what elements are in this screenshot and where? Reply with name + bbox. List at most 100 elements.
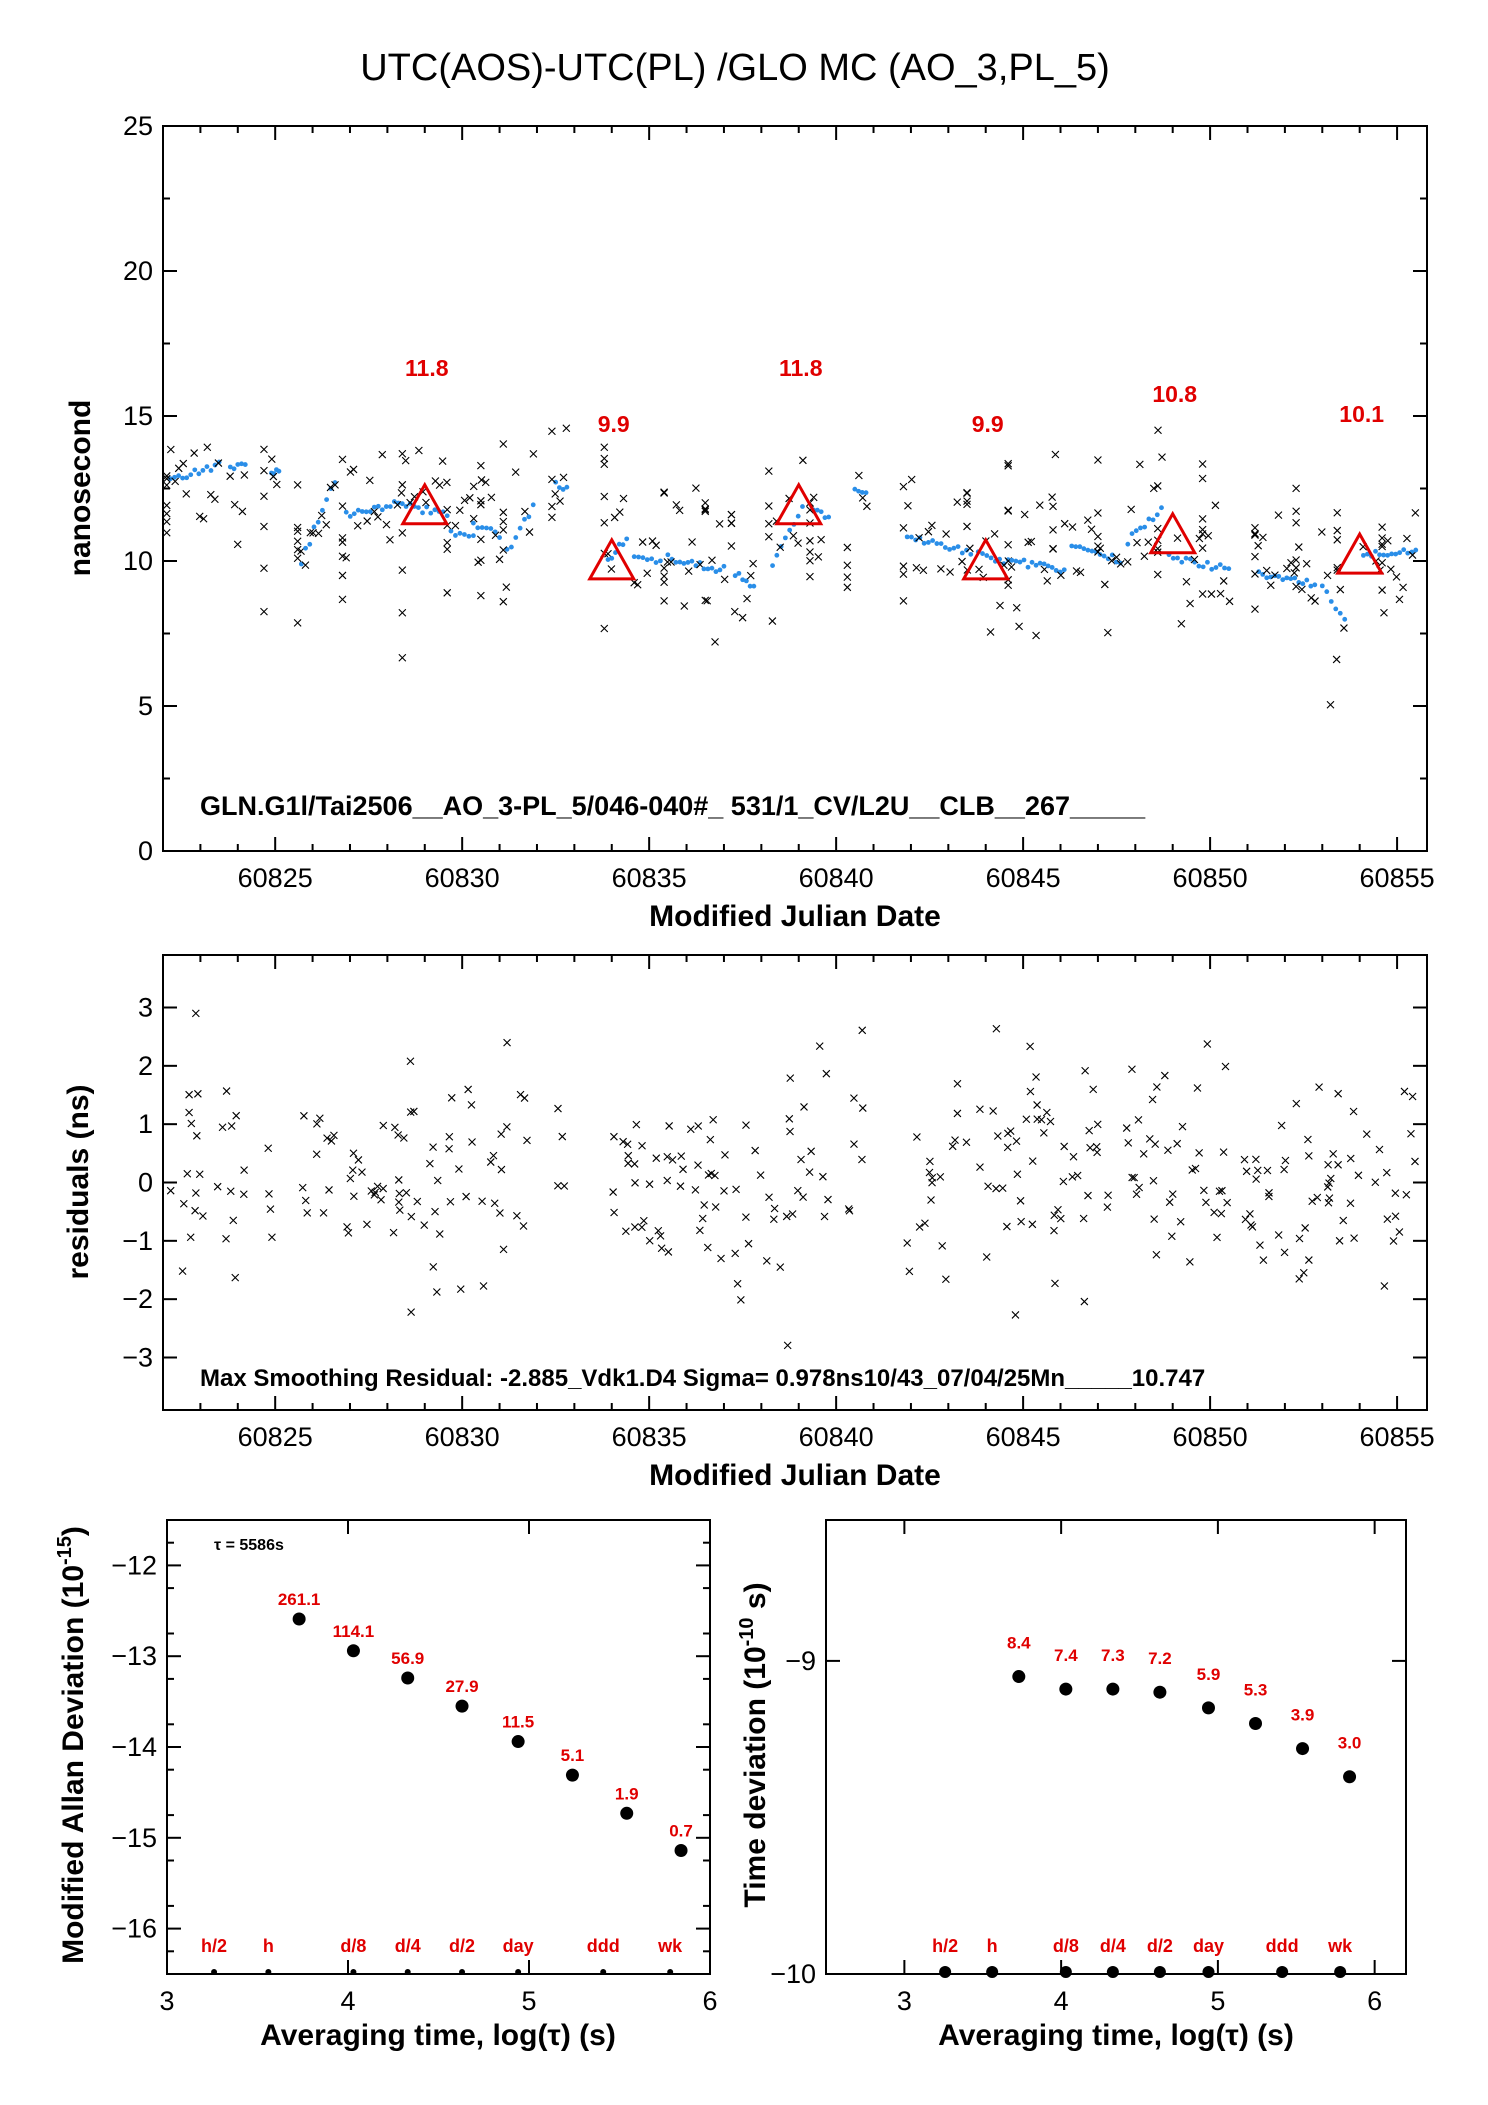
residual-point	[389, 1228, 398, 1237]
raw-point	[1378, 558, 1387, 567]
smoothed-point	[942, 545, 948, 550]
raw-point	[1317, 528, 1326, 536]
raw-point	[1076, 568, 1085, 577]
residual-point	[1042, 1108, 1051, 1117]
raw-point	[799, 456, 807, 465]
smoothed-point	[1205, 559, 1210, 565]
raw-point	[1290, 568, 1299, 577]
smoothed-point	[208, 468, 214, 473]
raw-point	[293, 618, 302, 627]
mdev-axis-ticks: −16 −15 −14 −13 −12 3 4 5 6	[111, 1520, 718, 2016]
smoothed-point	[1389, 551, 1395, 557]
residual-point	[523, 1136, 531, 1145]
raw-point	[1094, 548, 1102, 556]
raw-point	[443, 538, 452, 547]
residual-point	[610, 1208, 618, 1217]
smoothed-point	[1021, 557, 1027, 563]
raw-point	[1292, 507, 1300, 516]
raw-point	[915, 533, 923, 542]
deviation-label: 5.3	[1244, 1681, 1268, 1700]
raw-point	[1153, 570, 1162, 579]
tdev-y-axis-label-tail: s)	[739, 1582, 772, 1617]
raw-point	[442, 478, 451, 487]
raw-point	[1198, 474, 1207, 483]
daily-mean-triangle	[1335, 531, 1385, 575]
residual-point	[663, 1152, 672, 1161]
smoothed-point	[530, 502, 536, 508]
smoothed-point	[1373, 548, 1378, 554]
raw-point	[386, 535, 394, 544]
residual-point	[1149, 1176, 1158, 1185]
raw-point	[600, 624, 609, 633]
residual-point	[711, 1171, 719, 1180]
residual-point	[468, 1138, 476, 1146]
residual-point	[744, 1239, 753, 1248]
raw-point	[1127, 505, 1136, 514]
tau-marker-label: day	[503, 1936, 534, 1956]
raw-point	[476, 535, 485, 544]
daily-mean-label: 11.8	[779, 355, 823, 381]
residual-point	[1382, 1168, 1391, 1177]
residual-point	[1223, 1198, 1232, 1207]
smoothed-point	[740, 577, 746, 583]
residual-point	[1199, 1186, 1208, 1195]
residual-point	[344, 1228, 353, 1237]
raw-point	[660, 597, 669, 605]
raw-point	[1144, 538, 1153, 547]
smoothed-point	[904, 534, 910, 540]
residual-point	[1213, 1233, 1221, 1242]
smoothed-point	[320, 507, 325, 513]
smoothed-point	[673, 559, 679, 565]
daily-mean-triangle	[1148, 510, 1198, 555]
raw-point	[1032, 631, 1040, 640]
raw-point	[965, 544, 974, 553]
raw-point	[1049, 502, 1057, 511]
raw-point	[398, 449, 407, 458]
residual-point	[822, 1069, 831, 1078]
raw-point	[1015, 622, 1023, 631]
raw-point	[1333, 508, 1342, 517]
raw-point	[211, 495, 219, 504]
residual-point	[394, 1198, 403, 1207]
raw-point	[373, 512, 382, 521]
raw-point	[182, 489, 191, 498]
smoothed-point	[934, 541, 940, 546]
residual-point	[1033, 1115, 1042, 1123]
smoothed-point	[176, 473, 181, 479]
residual-point	[654, 1226, 663, 1235]
residual-point	[446, 1197, 455, 1206]
raw-point	[322, 520, 331, 529]
residual-point	[951, 1136, 959, 1144]
smoothed-point	[980, 551, 985, 556]
residual-point	[489, 1151, 498, 1160]
raw-point	[1251, 523, 1259, 532]
residual-point	[1350, 1234, 1358, 1242]
y-tick-label: 1	[138, 1109, 153, 1139]
raw-point	[435, 481, 444, 490]
smoothed-point	[1053, 568, 1059, 573]
residual-point	[265, 1189, 273, 1198]
residual-point	[610, 1132, 618, 1141]
residual-point	[435, 1230, 444, 1238]
raw-point	[1326, 700, 1335, 709]
tdev-x-axis-label: Averaging time, log(τ) (s)	[938, 2019, 1294, 2052]
residual-point	[664, 1248, 673, 1256]
raw-point	[953, 498, 962, 507]
residual-point	[619, 1137, 628, 1146]
smoothed-point	[424, 504, 430, 510]
raw-point	[293, 523, 302, 532]
raw-point	[272, 480, 281, 489]
smoothed-point	[553, 479, 559, 485]
residual-point	[928, 1173, 937, 1182]
residual-point	[1178, 1122, 1187, 1131]
x-tick-label: 60825	[238, 1422, 313, 1452]
residual-point	[497, 1165, 506, 1174]
raw-point	[1333, 526, 1342, 535]
smoothed-point	[407, 501, 413, 506]
raw-point	[814, 552, 823, 561]
residual-point	[1032, 1073, 1040, 1081]
raw-point	[502, 583, 511, 592]
residual-point	[1215, 1187, 1224, 1196]
smoothed-point	[930, 538, 936, 543]
smoothed-point	[212, 462, 218, 468]
